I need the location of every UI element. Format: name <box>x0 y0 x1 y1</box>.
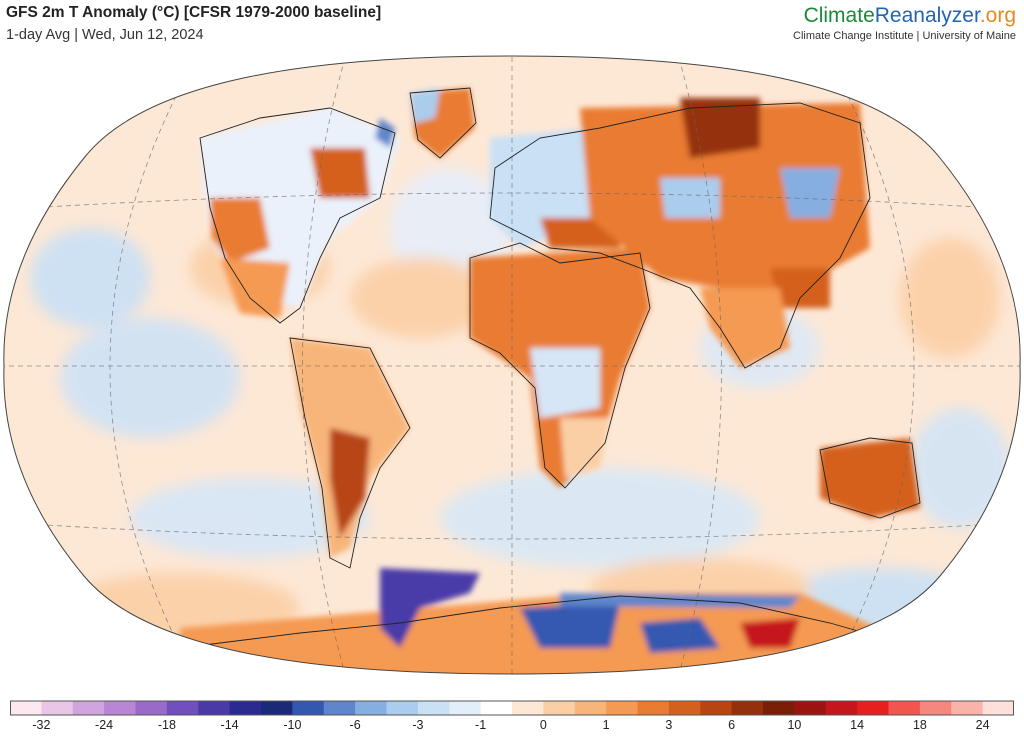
colorbar-tick-label: 1 <box>602 718 610 732</box>
graticule <box>3 56 1021 674</box>
colorbar-tick-label: -24 <box>95 718 114 732</box>
brand-affiliation: Climate Change Institute | University of… <box>793 30 1016 42</box>
colorbar-border <box>10 700 1014 716</box>
colorbar-tick-label: 3 <box>665 718 673 732</box>
colorbar-swatch <box>104 701 137 715</box>
colorbar-swatch <box>449 701 482 715</box>
colorbar-tick-label: 24 <box>975 718 990 732</box>
brand-name-part3: .org <box>979 4 1016 27</box>
colorbar-swatch <box>700 701 733 715</box>
coastlines <box>179 87 921 649</box>
colorbar-swatch <box>41 701 74 715</box>
brand-name-part1: Climate <box>803 4 875 27</box>
colorbar-swatch <box>982 701 1014 715</box>
colorbar-swatch <box>10 701 42 715</box>
colorbar-swatch <box>763 701 795 715</box>
brand-name: ClimateReanalyzer.org <box>793 4 1016 28</box>
colorbar-swatch <box>888 701 921 715</box>
colorbar-swatch <box>198 701 231 715</box>
colorbar-tick-label: 18 <box>912 718 927 732</box>
colorbar-swatch <box>292 701 325 715</box>
colorbar-swatch <box>857 701 890 715</box>
colorbar-tick-label: -32 <box>32 718 51 732</box>
colorbar-swatch <box>135 701 168 715</box>
colorbar-tick-label: 0 <box>539 718 547 732</box>
colorbar-swatch <box>355 701 388 715</box>
colorbar-swatch <box>951 701 984 715</box>
anomaly-field <box>3 56 1021 674</box>
colorbar-swatch <box>417 701 450 715</box>
colorbar-tick-label: 10 <box>787 718 802 732</box>
colorbar-swatch <box>668 701 701 715</box>
colorbar-tick-label: -18 <box>157 718 176 732</box>
colorbar-swatch <box>229 701 262 715</box>
colorbar-swatch <box>731 701 764 715</box>
colorbar-tick-label: -3 <box>412 718 424 732</box>
colorbar-swatch <box>480 701 513 715</box>
colorbar-swatch <box>323 701 356 715</box>
colorbar-tick-label: -6 <box>349 718 361 732</box>
colorbar-tick-label: -14 <box>220 718 239 732</box>
colorbar-swatch <box>261 701 293 715</box>
colorbar-labels: -32-24-18-14-10-6-3-101361014182432 <box>10 718 1014 736</box>
colorbar-swatch <box>512 701 544 715</box>
colorbar-tick-label: -10 <box>283 718 302 732</box>
colorbar-swatch <box>637 701 670 715</box>
colorbar-swatch <box>543 701 576 715</box>
colorbar-swatch <box>386 701 419 715</box>
colorbar-swatch <box>794 701 827 715</box>
colorbar-tick-label: 6 <box>728 718 736 732</box>
map-title: GFS 2m T Anomaly (°C) [CFSR 1979-2000 ba… <box>6 4 382 21</box>
colorbar-tick-label: -1 <box>475 718 487 732</box>
colorbar-swatch <box>919 701 952 715</box>
brand-name-part2: Reanalyzer <box>874 4 980 27</box>
colorbar-swatch <box>606 701 639 715</box>
colorbar-tick-label: 14 <box>850 718 865 732</box>
colorbar <box>10 700 1014 716</box>
map-outline <box>3 55 1021 675</box>
colorbar-swatch <box>166 701 199 715</box>
colorbar-swatch <box>825 701 858 715</box>
colorbar-swatch <box>72 701 105 715</box>
colorbar-swatch <box>574 701 607 715</box>
brand-logo[interactable]: ClimateReanalyzer.org Climate Change Ins… <box>793 4 1016 42</box>
map-subtitle: 1-day Avg | Wed, Jun 12, 2024 <box>6 27 204 43</box>
world-anomaly-map <box>3 55 1021 675</box>
